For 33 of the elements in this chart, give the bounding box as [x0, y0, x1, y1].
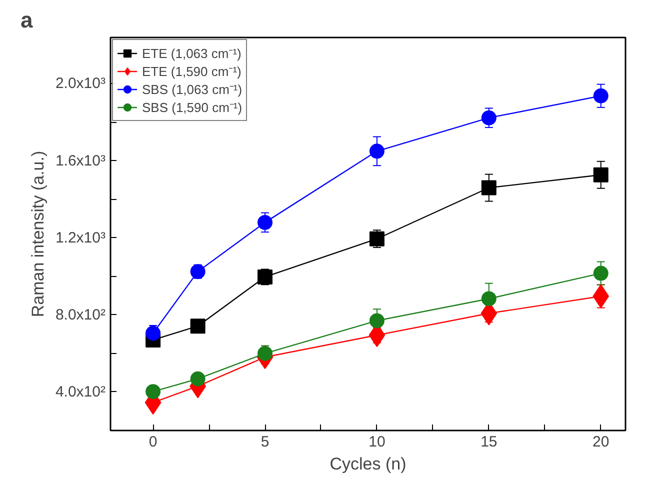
point: [190, 318, 206, 334]
x-tick-label: 15: [480, 434, 498, 450]
point: [146, 326, 161, 341]
x-tick-label: 0: [148, 434, 158, 450]
legend-label: SBS (1,590 cm⁻¹): [142, 99, 242, 116]
x-axis-title: Cycles (n): [330, 454, 406, 474]
y-tick-label: 4.0x10²: [55, 383, 106, 400]
point: [146, 384, 161, 400]
x-tick-label: 20: [592, 434, 610, 450]
point: [593, 266, 608, 281]
point: [481, 180, 496, 196]
point: [369, 313, 384, 328]
point: [593, 88, 608, 104]
chart-title: a: [20, 8, 34, 32]
legend-label: SBS (1,063 cm⁻¹): [142, 81, 242, 98]
point: [593, 167, 608, 182]
y-tick-label: 8.0x10²: [55, 306, 106, 324]
point: [481, 110, 496, 126]
point: [258, 214, 272, 230]
point: [190, 264, 206, 280]
point: [190, 371, 206, 386]
y-tick-label: 1.2x10³: [55, 229, 106, 246]
point: [481, 291, 496, 306]
point: [258, 269, 272, 284]
point: [369, 144, 384, 159]
x-tick-label: 5: [260, 434, 270, 450]
y-axis-title: Raman intensity (a.u.): [28, 150, 48, 318]
legend-label: ETE (1,590 cm⁻¹): [142, 63, 242, 80]
point: [369, 231, 384, 246]
x-tick-label: 10: [368, 434, 386, 450]
y-tick-label: 1.6x10³: [55, 152, 106, 170]
legend-label: ETE (1,063 cm⁻¹): [142, 45, 242, 62]
y-tick-label: 2.0x10³: [55, 75, 106, 92]
